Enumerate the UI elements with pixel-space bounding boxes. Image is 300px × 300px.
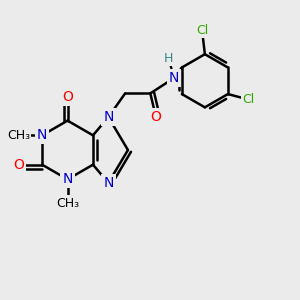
Text: N: N: [103, 176, 114, 190]
Text: O: O: [62, 90, 73, 104]
Text: Cl: Cl: [243, 93, 255, 106]
Text: CH₃: CH₃: [7, 129, 30, 142]
Text: N: N: [62, 172, 73, 186]
Text: N: N: [169, 71, 179, 85]
Text: N: N: [37, 128, 47, 142]
Text: Cl: Cl: [196, 24, 208, 37]
Text: N: N: [103, 110, 114, 124]
Text: O: O: [151, 110, 161, 124]
Text: H: H: [164, 52, 173, 65]
Text: O: O: [13, 158, 24, 172]
Text: CH₃: CH₃: [56, 196, 79, 210]
